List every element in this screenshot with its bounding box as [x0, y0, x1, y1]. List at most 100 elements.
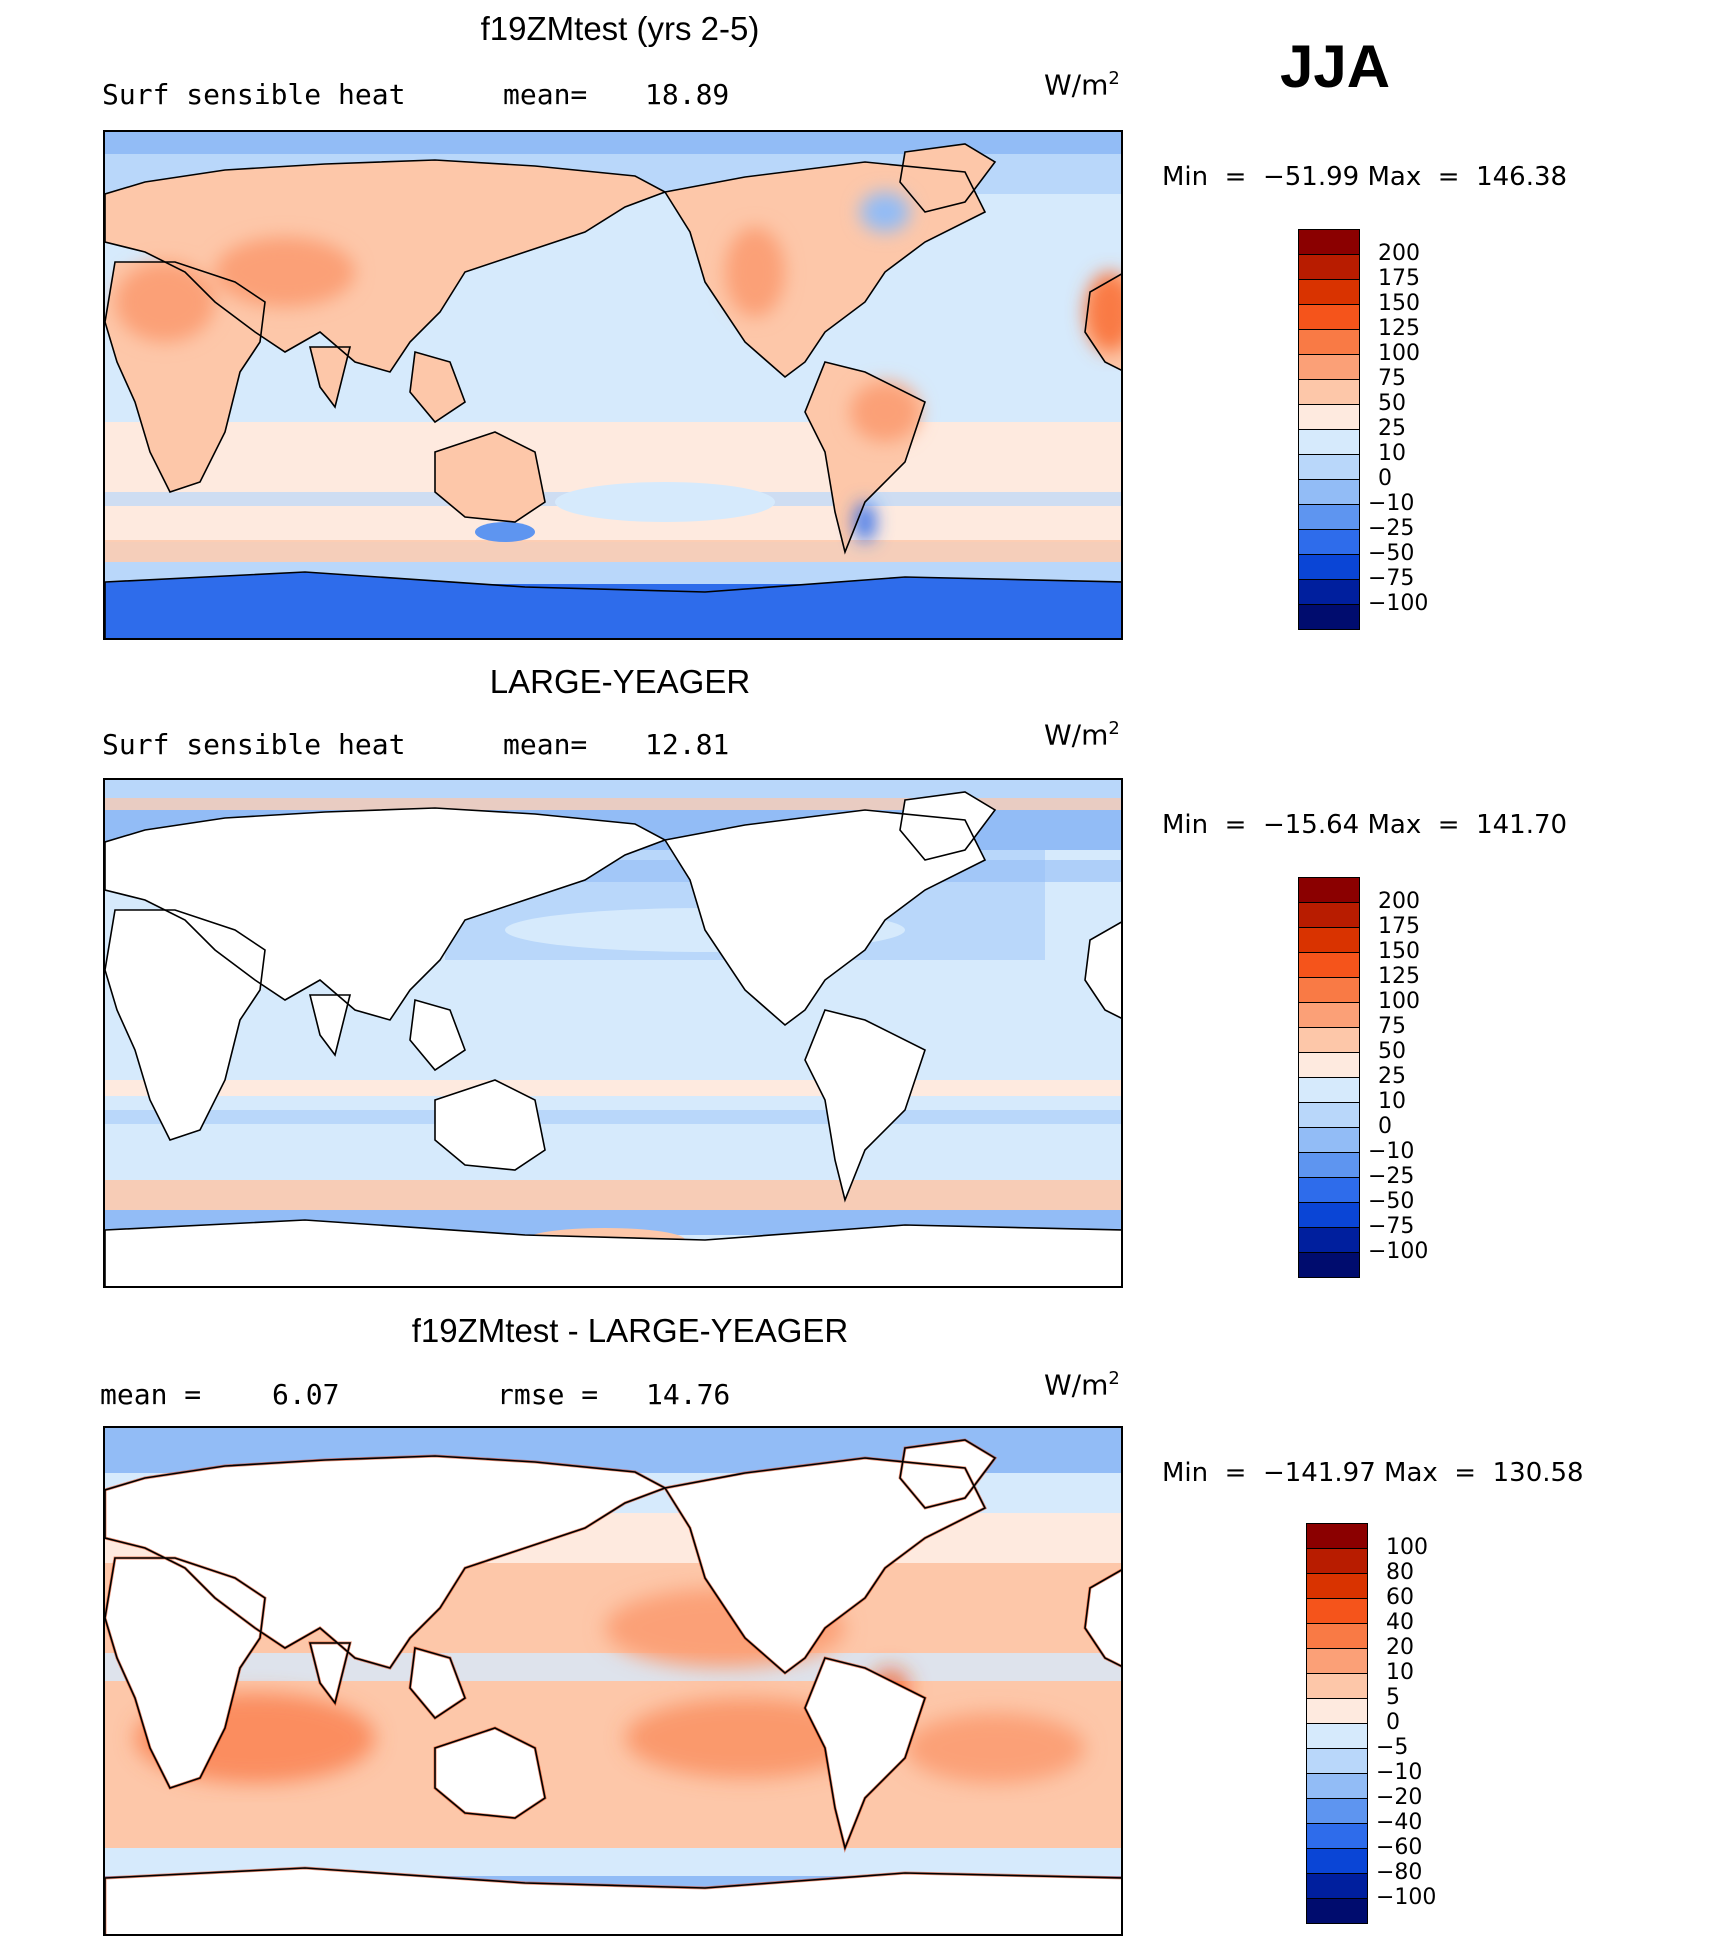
colorbar-tick-label: 125 [1378, 964, 1420, 989]
colorbar-swatch [1306, 1848, 1368, 1874]
colorbar-swatch [1298, 254, 1360, 280]
colorbar-swatch [1306, 1698, 1368, 1724]
colorbar-swatch [1298, 1227, 1360, 1253]
colorbar-tick-label: 10 [1386, 1660, 1414, 1685]
colorbar-tick-label: 75 [1378, 366, 1406, 391]
colorbar-swatch [1306, 1773, 1368, 1799]
colorbar-tick-label: 175 [1378, 266, 1420, 291]
colorbar-swatch [1298, 977, 1360, 1003]
units-diff: W/m2 [1044, 1368, 1120, 1402]
colorbar-tick-label: 25 [1378, 416, 1406, 441]
colorbar-swatch [1298, 479, 1360, 505]
colorbar-tick-label: 25 [1378, 1064, 1406, 1089]
colorbar-swatch [1298, 304, 1360, 330]
colorbar-swatch [1298, 229, 1360, 255]
rmse-label-diff: rmse = [497, 1378, 599, 1411]
colorbar-tick-label: −100 [1368, 591, 1429, 616]
colorbar-swatch [1298, 504, 1360, 530]
colorbar-swatch [1306, 1623, 1368, 1649]
panel-title-diff: f19ZMtest - LARGE-YEAGER [411, 1312, 849, 1349]
colorbar-swatch [1298, 1202, 1360, 1228]
mean-label-diff: mean = [100, 1378, 202, 1411]
mean-value-test: 18.89 [645, 78, 730, 111]
colorbar-tick-label: −75 [1368, 1214, 1415, 1239]
colorbar-tick-label: 10 [1378, 1089, 1406, 1114]
minmax-control: Min = −15.64 Max = 141.70 [1162, 810, 1568, 840]
colorbar-swatch [1306, 1873, 1368, 1899]
colorbar-swatch [1298, 354, 1360, 380]
colorbar-tick-label: −5 [1376, 1735, 1409, 1760]
colorbar-swatch [1306, 1598, 1368, 1624]
colorbar-swatch [1298, 1077, 1360, 1103]
colorbar-swatch [1298, 529, 1360, 555]
colorbar-swatch [1306, 1723, 1368, 1749]
colorbar-swatch [1298, 927, 1360, 953]
colorbar-tick-label: 0 [1386, 1710, 1400, 1735]
colorbar-tick-label: 200 [1378, 241, 1420, 266]
colorbar-swatch [1298, 1052, 1360, 1078]
colorbar-swatch [1298, 404, 1360, 430]
colorbar-swatch [1298, 952, 1360, 978]
colorbar-swatch [1298, 329, 1360, 355]
colorbar-swatch [1298, 454, 1360, 480]
colorbar-tick-label: −25 [1368, 1164, 1415, 1189]
colorbar-tick-label: −100 [1368, 1239, 1429, 1264]
colorbar-tick-label: 50 [1378, 391, 1406, 416]
colorbar-swatch [1306, 1798, 1368, 1824]
colorbar-tick-label: −60 [1376, 1835, 1423, 1860]
colorbar-tick-label: 0 [1378, 1114, 1392, 1139]
colorbar-tick-label: 20 [1386, 1635, 1414, 1660]
panel-title-test: f19ZMtest (yrs 2-5) [480, 10, 760, 47]
colorbar-tick-label: −100 [1376, 1885, 1437, 1910]
colorbar-swatch [1306, 1898, 1368, 1924]
colorbar-tick-label: −80 [1376, 1860, 1423, 1885]
colorbar-tick-label: −10 [1368, 1139, 1415, 1164]
colorbar-tick-label: 125 [1378, 316, 1420, 341]
colorbar-tick-label: 100 [1386, 1535, 1428, 1560]
units-control: W/m2 [1044, 718, 1120, 752]
colorbar-swatch [1298, 1152, 1360, 1178]
colorbar-tick-label: 150 [1378, 291, 1420, 316]
colorbar-tick-label: −50 [1368, 1189, 1415, 1214]
units-test: W/m2 [1044, 68, 1120, 102]
colorbar-tick-label: −10 [1368, 491, 1415, 516]
colorbar-swatch [1298, 579, 1360, 605]
colorbar-swatch [1306, 1548, 1368, 1574]
colorbar-tick-label: −10 [1376, 1760, 1423, 1785]
mean-value-control: 12.81 [645, 728, 730, 761]
colorbar-tick-label: 175 [1378, 914, 1420, 939]
colorbar-tick-label: 100 [1378, 989, 1420, 1014]
colorbar-tick-label: −75 [1368, 566, 1415, 591]
colorbar-swatch [1298, 429, 1360, 455]
colorbar-swatch [1298, 1102, 1360, 1128]
panel-title-control: LARGE-YEAGER [489, 663, 751, 700]
colorbar-swatch [1306, 1523, 1368, 1549]
map-diff [103, 1426, 1123, 1936]
colorbar-swatch [1298, 1177, 1360, 1203]
colorbar-swatch [1306, 1573, 1368, 1599]
colorbar-swatch [1306, 1673, 1368, 1699]
colorbar-tick-label: −20 [1376, 1785, 1423, 1810]
colorbar-tick-label: 10 [1378, 441, 1406, 466]
colorbar-tick-label: 150 [1378, 939, 1420, 964]
map-test [103, 130, 1123, 640]
season-label: JJA [1280, 33, 1391, 100]
colorbar-tick-label: −50 [1368, 541, 1415, 566]
colorbar-swatch [1298, 1002, 1360, 1028]
colorbar-tick-label: 60 [1386, 1585, 1414, 1610]
mean-label-test: mean= [503, 78, 588, 111]
colorbar-tick-label: 0 [1378, 466, 1392, 491]
colorbar-swatch [1298, 379, 1360, 405]
colorbar-tick-label: 50 [1378, 1039, 1406, 1064]
colorbar-tick-label: 80 [1386, 1560, 1414, 1585]
colorbar-swatch [1298, 877, 1360, 903]
colorbar-swatch [1298, 902, 1360, 928]
colorbar-swatch [1306, 1648, 1368, 1674]
variable-name-test: Surf sensible heat [102, 78, 406, 111]
colorbar-swatch [1306, 1823, 1368, 1849]
colorbar-swatch [1298, 279, 1360, 305]
colorbar-tick-label: −25 [1368, 516, 1415, 541]
colorbar-tick-label: 200 [1378, 889, 1420, 914]
colorbar-swatch [1298, 1252, 1360, 1278]
minmax-diff: Min = −141.97 Max = 130.58 [1162, 1458, 1584, 1488]
